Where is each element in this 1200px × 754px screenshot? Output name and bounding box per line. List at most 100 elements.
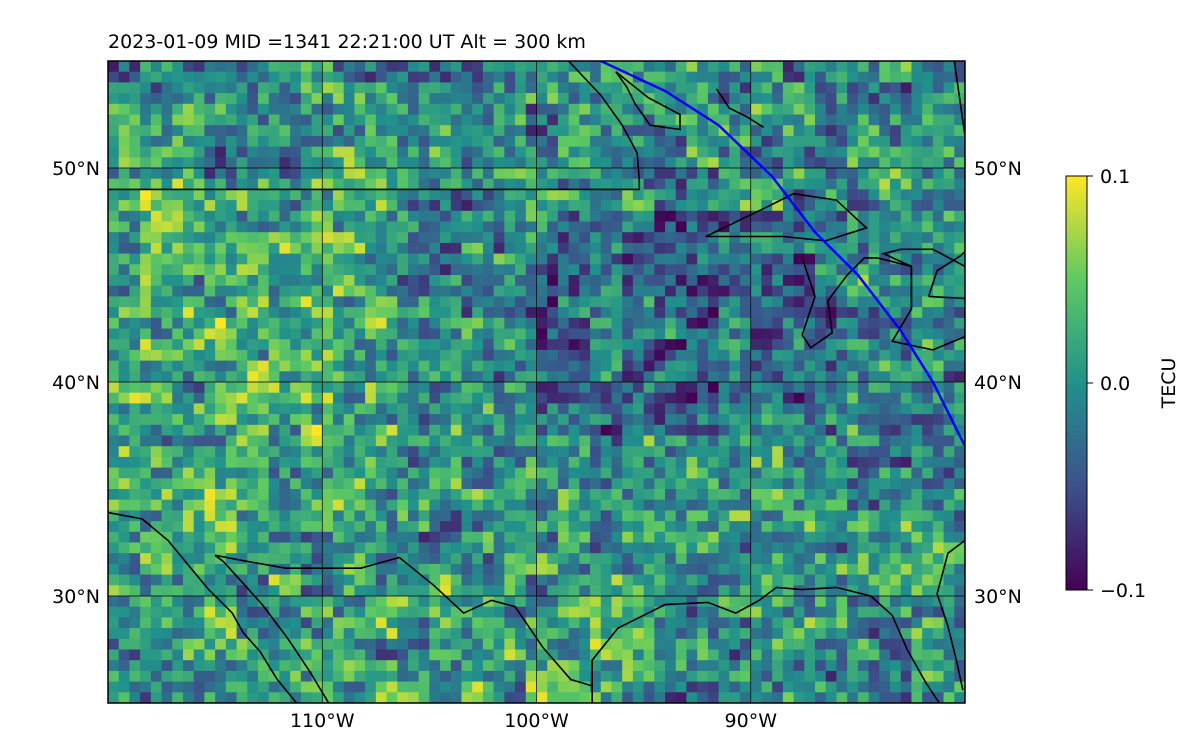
tec-cell	[525, 553, 538, 565]
tec-cell	[836, 489, 848, 501]
tec-cell	[536, 93, 548, 105]
tec-cell	[707, 489, 720, 501]
tec-cell	[847, 467, 859, 479]
tec-cell	[900, 478, 913, 490]
tec-cell	[365, 531, 377, 544]
tec-cell	[290, 596, 302, 608]
tec-cell	[857, 670, 870, 683]
tec-cell	[750, 264, 763, 276]
tec-cell	[108, 542, 120, 554]
tec-cell	[461, 446, 473, 458]
tec-cell	[397, 606, 409, 618]
tec-cell	[129, 200, 141, 212]
tec-cell	[804, 617, 816, 629]
tec-cell	[900, 596, 913, 608]
tec-cell	[118, 403, 131, 415]
map-area[interactable]	[108, 61, 982, 714]
tec-cell	[129, 478, 141, 490]
tec-cell	[557, 210, 570, 223]
tec-cell	[622, 478, 634, 490]
tec-cell	[740, 157, 752, 169]
tec-cell	[847, 349, 859, 362]
tec-cell	[118, 317, 131, 330]
tec-cell	[815, 114, 827, 126]
tec-cell	[375, 200, 388, 212]
tec-cell	[300, 596, 313, 608]
tec-cell	[311, 275, 323, 287]
tec-cell	[150, 499, 163, 511]
tec-cell	[590, 703, 601, 714]
tec-cell	[407, 264, 420, 276]
tec-cell	[365, 135, 377, 148]
tec-cell	[547, 82, 559, 94]
tec-cell	[493, 553, 505, 565]
tec-cell	[300, 360, 313, 372]
tec-cell	[665, 585, 677, 597]
tec-cell	[622, 146, 634, 158]
tec-cell	[129, 157, 141, 169]
tec-cell	[247, 242, 259, 255]
tec-cell	[193, 392, 206, 404]
tec-cell	[418, 542, 430, 554]
tec-cell	[343, 200, 355, 212]
tec-cell	[718, 628, 730, 640]
tec-cell	[643, 585, 655, 597]
tec-cell	[386, 275, 398, 287]
tec-cell	[761, 467, 773, 479]
tec-cell	[697, 189, 709, 201]
tec-cell	[943, 478, 955, 490]
tec-cell	[482, 71, 495, 83]
tec-cell	[815, 510, 827, 522]
tec-cell	[932, 553, 945, 565]
tec-cell	[772, 210, 784, 223]
tec-cell	[590, 553, 602, 565]
tec-cell	[204, 146, 216, 158]
tec-cell	[697, 703, 708, 714]
tec-cell	[397, 200, 409, 212]
tec-cell	[729, 563, 741, 576]
tec-cell	[536, 521, 548, 533]
tec-cell	[397, 61, 409, 73]
tec-cell	[954, 596, 965, 608]
tec-cell	[590, 489, 602, 501]
tec-cell	[397, 424, 409, 437]
tec-cell	[622, 103, 634, 116]
tec-cell	[482, 125, 495, 137]
tec-cell	[108, 264, 120, 276]
tec-cell	[140, 328, 152, 340]
tec-cell	[932, 660, 945, 672]
tec-cell	[611, 681, 623, 693]
tec-cell	[290, 275, 302, 287]
tec-cell	[472, 414, 484, 426]
tec-cell	[311, 328, 323, 340]
tec-cell	[740, 456, 752, 469]
tec-cell	[204, 221, 216, 233]
tec-cell	[204, 456, 216, 469]
tec-cell	[890, 670, 902, 683]
tec-cell	[568, 681, 580, 693]
tec-cell	[118, 146, 131, 158]
tec-cell	[268, 414, 280, 426]
tec-cell	[707, 242, 720, 255]
tec-cell	[697, 360, 709, 372]
tec-cell	[793, 531, 805, 544]
tec-cell	[825, 510, 838, 522]
tec-cell	[943, 638, 955, 651]
tec-cell	[225, 510, 238, 522]
tec-cell	[182, 499, 195, 511]
tec-cell	[375, 660, 388, 672]
tec-cell	[300, 200, 313, 212]
tec-cell	[247, 478, 259, 490]
tec-cell	[472, 103, 484, 116]
tec-cell	[707, 617, 720, 629]
tec-cell	[815, 456, 827, 469]
tec-cell	[118, 596, 131, 608]
tec-cell	[772, 531, 784, 544]
tec-cell	[536, 232, 548, 244]
tec-cell	[375, 414, 388, 426]
tec-cell	[204, 403, 216, 415]
tec-cell	[429, 574, 441, 586]
tec-cell	[686, 285, 698, 297]
tec-cell	[536, 510, 548, 522]
tec-cell	[386, 146, 398, 158]
